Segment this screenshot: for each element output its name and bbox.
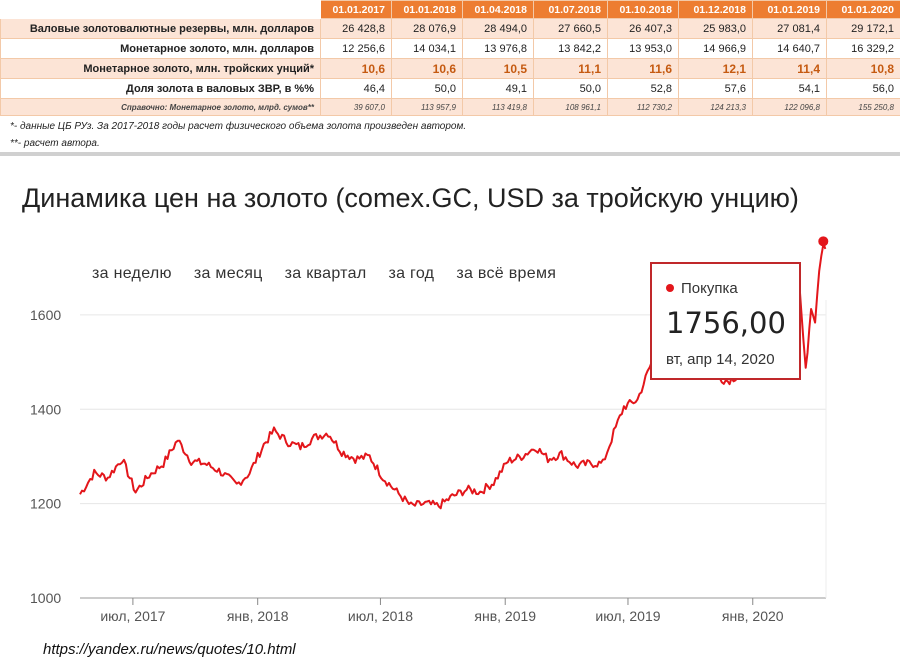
column-header: 01.10.2018 bbox=[607, 0, 679, 19]
table-cell: 112 730,2 bbox=[607, 98, 679, 116]
x-tick-label: июл, 2018 bbox=[348, 608, 413, 624]
column-header: 01.01.2017 bbox=[320, 0, 392, 19]
table-cell: 10,8 bbox=[826, 58, 900, 79]
table-cell: 122 096,8 bbox=[752, 98, 827, 116]
row-label: Монетарное золото, млн. тройских унций* bbox=[0, 58, 321, 79]
table-cell: 12 256,6 bbox=[320, 38, 392, 59]
table-cell: 108 961,1 bbox=[533, 98, 608, 116]
row-label: Валовые золотовалютные резервы, млн. дол… bbox=[0, 18, 321, 39]
table-cell: 39 607,0 bbox=[320, 98, 392, 116]
period-tabs: за неделю за месяц за квартал за год за … bbox=[92, 265, 556, 283]
table-row: Монетарное золото, млн. долларов 12 256,6… bbox=[0, 38, 900, 59]
table-cell: 27 660,5 bbox=[533, 18, 608, 39]
table-cell: 26 407,3 bbox=[607, 18, 679, 39]
highlight-point bbox=[818, 236, 829, 247]
table-cell: 124 213,3 bbox=[678, 98, 753, 116]
table-row: Монетарное золото, млн. тройских унций* 1… bbox=[0, 58, 900, 79]
x-tick-label: янв, 2019 bbox=[474, 608, 536, 624]
x-tick-label: июл, 2019 bbox=[595, 608, 660, 624]
table-row: Валовые золотовалютные резервы, млн. дол… bbox=[0, 18, 900, 39]
column-header: 01.01.2020 bbox=[826, 0, 900, 19]
table-row: Доля золота в валовых ЗВР, в %% 46,4 50,0 4… bbox=[0, 78, 900, 99]
table-cell: 11,6 bbox=[607, 58, 679, 79]
row-label: Справочно: Монетарное золото, млрд. сумо… bbox=[0, 98, 321, 116]
table-cell: 13 976,8 bbox=[462, 38, 534, 59]
table-cell: 11,4 bbox=[752, 58, 827, 79]
table-header-row: 01.01.2017 01.01.2018 01.04.2018 01.07.2… bbox=[0, 0, 900, 19]
column-header: 01.04.2018 bbox=[462, 0, 534, 19]
table-cell: 113 957,9 bbox=[391, 98, 463, 116]
footnote-gold-volume: *- данные ЦБ РУз. За 2017-2018 годы расч… bbox=[10, 121, 467, 132]
tooltip-date: вт, апр 14, 2020 bbox=[666, 351, 775, 368]
table-cell: 12,1 bbox=[678, 58, 753, 79]
table-cell: 27 081,4 bbox=[752, 18, 827, 39]
tooltip-series-label: Покупка bbox=[681, 280, 738, 297]
table-cell: 56,0 bbox=[826, 78, 900, 99]
y-tick-label: 1000 bbox=[30, 590, 61, 606]
table-cell: 113 419,8 bbox=[462, 98, 534, 116]
table-body: Валовые золотовалютные резервы, млн. дол… bbox=[0, 18, 900, 116]
y-tick-label: 1200 bbox=[30, 496, 61, 512]
chart-header: Динамика цен на золото (comex.GC, USD за… bbox=[22, 183, 799, 213]
section-divider bbox=[0, 152, 900, 156]
tab-month[interactable]: за месяц bbox=[193, 265, 263, 282]
series-dot-icon bbox=[666, 284, 674, 292]
reserves-table: 01.01.2017 01.01.2018 01.04.2018 01.07.2… bbox=[0, 0, 900, 116]
table-cell: 16 329,2 bbox=[826, 38, 900, 59]
footnote-author-calc: **- расчет автора. bbox=[10, 138, 100, 149]
tab-year[interactable]: за год bbox=[388, 265, 435, 282]
y-tick-label: 1400 bbox=[30, 401, 61, 417]
table-cell: 155 250,8 bbox=[826, 98, 900, 116]
tab-all-time[interactable]: за всё время bbox=[456, 265, 557, 282]
tab-quarter[interactable]: за квартал bbox=[284, 265, 367, 282]
tooltip-series: Покупка bbox=[666, 280, 738, 297]
x-tick-label: янв, 2020 bbox=[722, 608, 784, 624]
tooltip-value: 1756,00 bbox=[666, 306, 786, 340]
table-row: Справочно: Монетарное золото, млрд. сумо… bbox=[0, 98, 900, 116]
x-tick-label: июл, 2017 bbox=[100, 608, 165, 624]
source-link[interactable]: https://yandex.ru/news/quotes/10.html bbox=[43, 641, 296, 658]
x-tick-label: янв, 2018 bbox=[227, 608, 289, 624]
y-tick-label: 1600 bbox=[30, 307, 61, 323]
table-cell: 25 983,0 bbox=[678, 18, 753, 39]
price-tooltip: Покупка 1756,00 вт, апр 14, 2020 bbox=[650, 262, 801, 380]
row-label: Доля золота в валовых ЗВР, в %% bbox=[0, 78, 321, 99]
tab-week[interactable]: за неделю bbox=[92, 265, 172, 282]
table-corner bbox=[0, 0, 321, 19]
